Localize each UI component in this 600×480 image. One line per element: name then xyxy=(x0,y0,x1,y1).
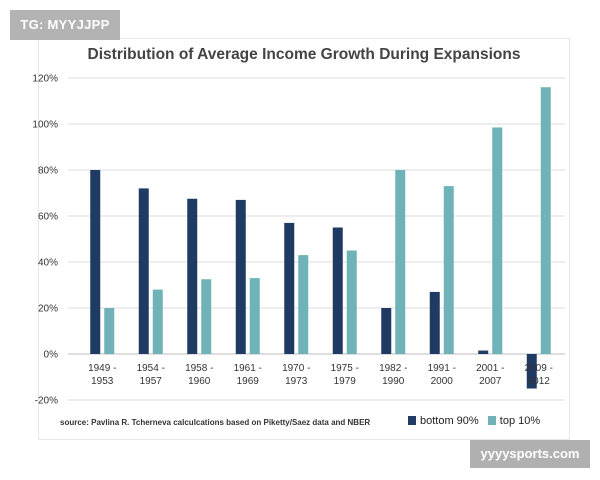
bar-top-10 xyxy=(201,279,212,354)
bar-bottom-90 xyxy=(90,170,101,354)
brand-badge: yyyysports.com xyxy=(470,440,590,468)
y-tick-label: 0% xyxy=(44,350,59,361)
legend-label-top: top 10% xyxy=(499,415,541,427)
y-tick-label: 120% xyxy=(32,74,58,85)
bar-bottom-90 xyxy=(235,199,246,354)
legend-label-bottom: bottom 90% xyxy=(420,415,479,427)
bar-bottom-90 xyxy=(332,227,343,354)
x-tick-label: 1958 - xyxy=(185,363,213,374)
x-tick-label: 1957 xyxy=(140,376,163,387)
bar-top-10 xyxy=(540,87,551,354)
y-axis-tick-labels: -20% 0% 20% 40% 60% 80% 100% 120% xyxy=(32,74,58,407)
x-tick-label: 1970 - xyxy=(282,363,310,374)
x-tick-label: 1991 - xyxy=(428,363,456,374)
legend-swatch-top xyxy=(487,416,496,425)
x-axis-tick-labels: 1949 - 1953 1954 - 1957 1958 - 1960 1961 - 1969… xyxy=(88,363,553,387)
bar-bottom-90 xyxy=(284,222,295,354)
x-tick-label: 1953 xyxy=(91,376,114,387)
x-tick-label: 1973 xyxy=(285,376,308,387)
source-note: source: Pavlina R. Tcherneva calculcatio… xyxy=(60,418,371,427)
x-tick-label: 1961 - xyxy=(234,363,262,374)
bar-bottom-90 xyxy=(187,198,198,354)
bar-bottom-90 xyxy=(429,291,440,354)
x-tick-label: 2009 - xyxy=(525,363,553,374)
bars xyxy=(90,87,551,389)
bar-top-10 xyxy=(346,250,357,354)
x-tick-label: 2012 xyxy=(528,376,551,387)
chart-card xyxy=(38,38,570,440)
y-tick-label: 100% xyxy=(32,120,58,131)
x-tick-label: 1990 xyxy=(382,376,405,387)
bar-top-10 xyxy=(395,170,406,354)
x-tick-label: 1982 - xyxy=(379,363,407,374)
x-tick-label: 1954 - xyxy=(137,363,165,374)
y-tick-label: 80% xyxy=(38,166,58,177)
legend-item-bottom: bottom 90% xyxy=(408,415,479,427)
bar-bottom-90 xyxy=(381,308,392,354)
x-tick-label: 1960 xyxy=(188,376,211,387)
chart-title: Distribution of Average Income Growth Du… xyxy=(87,46,521,63)
x-tick-label: 1949 - xyxy=(88,363,116,374)
bar-top-10 xyxy=(104,308,115,354)
watermark-badge: TG: MYYJJPP xyxy=(10,10,120,40)
x-tick-label: 2000 xyxy=(431,376,454,387)
x-tick-label: 2007 xyxy=(479,376,502,387)
y-tick-label: 40% xyxy=(38,258,58,269)
x-tick-label: 1979 xyxy=(334,376,357,387)
bar-top-10 xyxy=(492,127,503,354)
legend: bottom 90% top 10% xyxy=(408,415,568,431)
bar-top-10 xyxy=(298,255,309,354)
legend-item-top: top 10% xyxy=(487,415,541,427)
y-tick-label: -20% xyxy=(35,396,58,407)
x-tick-label: 1969 xyxy=(237,376,260,387)
bar-top-10 xyxy=(249,278,260,354)
bar-bottom-90 xyxy=(526,354,537,389)
legend-swatch-bottom xyxy=(408,416,416,425)
bar-top-10 xyxy=(443,186,454,354)
x-tick-label: 1975 - xyxy=(331,363,359,374)
bar-bottom-90 xyxy=(478,350,489,354)
y-tick-label: 20% xyxy=(38,304,58,315)
y-tick-label: 60% xyxy=(38,212,58,223)
bar-top-10 xyxy=(152,289,163,354)
x-tick-label: 2001 - xyxy=(476,363,504,374)
bar-bottom-90 xyxy=(138,188,149,354)
gridlines xyxy=(68,77,565,401)
